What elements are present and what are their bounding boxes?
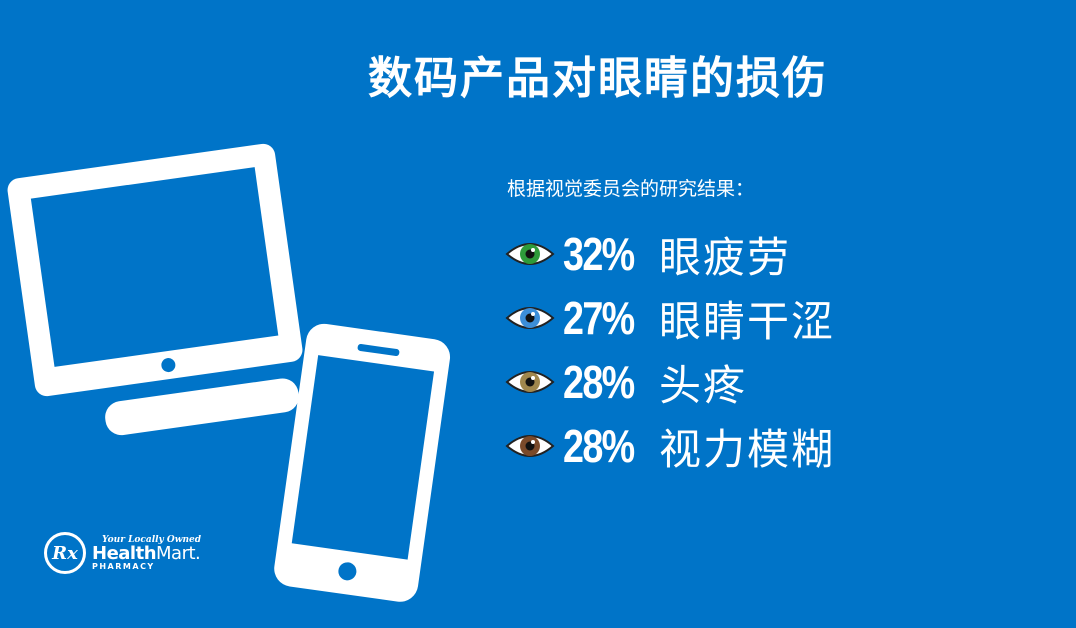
stat-label: 视力模糊 xyxy=(659,424,836,474)
logo-tagline: Your Locally Owned xyxy=(102,534,202,545)
smartphone-icon xyxy=(274,323,451,602)
health-mart-logo: Rx Your Locally Owned HealthMart. PHARMA… xyxy=(44,532,201,574)
monitor-icon xyxy=(7,143,303,436)
devices-illustration xyxy=(7,143,451,602)
stats-list: 32% 眼疲劳 27% 眼睛干涩 28% 头疼 28% 视力模糊 xyxy=(505,222,835,478)
stat-headache: 28% 头疼 xyxy=(505,350,835,414)
subtitle: 根据视觉委员会的研究结果： xyxy=(507,178,755,200)
stat-label: 眼睛干涩 xyxy=(659,296,836,346)
stat-eye-strain: 32% 眼疲劳 xyxy=(505,222,835,286)
blue-eye-icon xyxy=(505,307,555,329)
logo-brand: HealthMart. xyxy=(92,542,201,564)
stat-label: 头疼 xyxy=(659,360,748,410)
stat-percent: 27% xyxy=(563,292,635,344)
stat-percent: 28% xyxy=(563,420,635,472)
rx-mark: Rx xyxy=(44,532,86,574)
brown-eye-icon xyxy=(505,435,555,457)
logo-brand-bold: Health xyxy=(92,542,157,564)
stat-label: 眼疲劳 xyxy=(659,232,792,282)
logo-sub: PHARMACY xyxy=(92,561,155,571)
stat-blurred-vision: 28% 视力模糊 xyxy=(505,414,835,478)
stat-percent: 32% xyxy=(563,228,635,280)
stat-dry-eyes: 27% 眼睛干涩 xyxy=(505,286,835,350)
page-title: 数码产品对眼睛的损伤 xyxy=(368,53,828,104)
stat-percent: 28% xyxy=(563,356,635,408)
green-eye-icon xyxy=(505,243,555,265)
logo-brand-light: Mart. xyxy=(156,542,201,564)
hazel-eye-icon xyxy=(505,371,555,393)
